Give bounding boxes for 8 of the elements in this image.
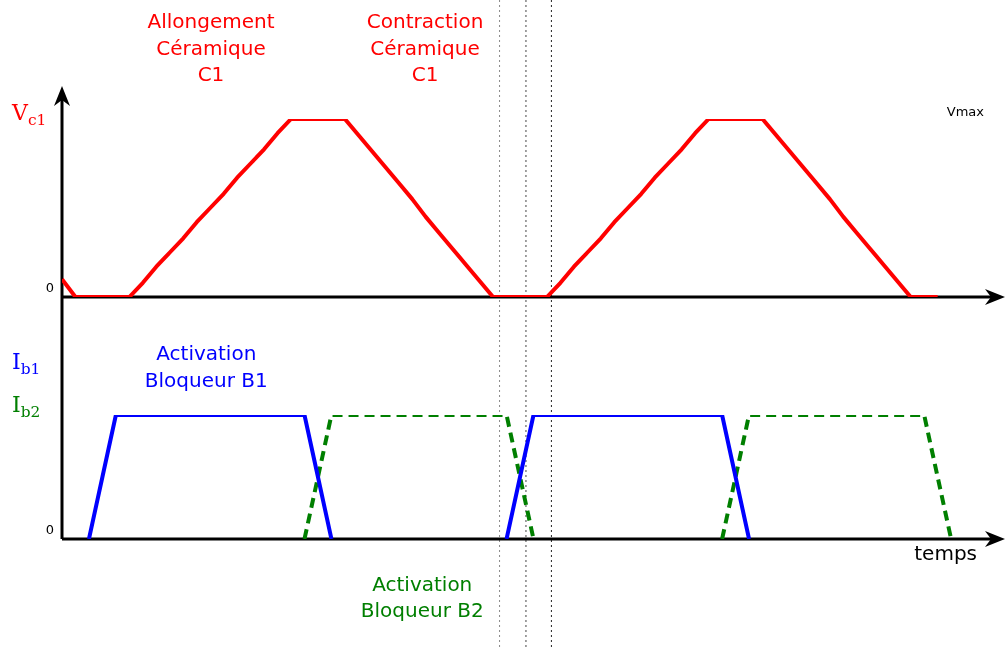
text: Contraction Céramique C1 [366, 9, 484, 87]
text: 0 [45, 521, 54, 537]
text: Activation Bloqueur B2 [360, 572, 484, 623]
text: Allongement Céramique C1 [147, 9, 275, 87]
text: Activation Bloqueur B1 [144, 341, 268, 393]
x-axis-title: temps [914, 541, 977, 566]
text: 0 [45, 279, 54, 295]
text: Vmax [946, 103, 985, 119]
